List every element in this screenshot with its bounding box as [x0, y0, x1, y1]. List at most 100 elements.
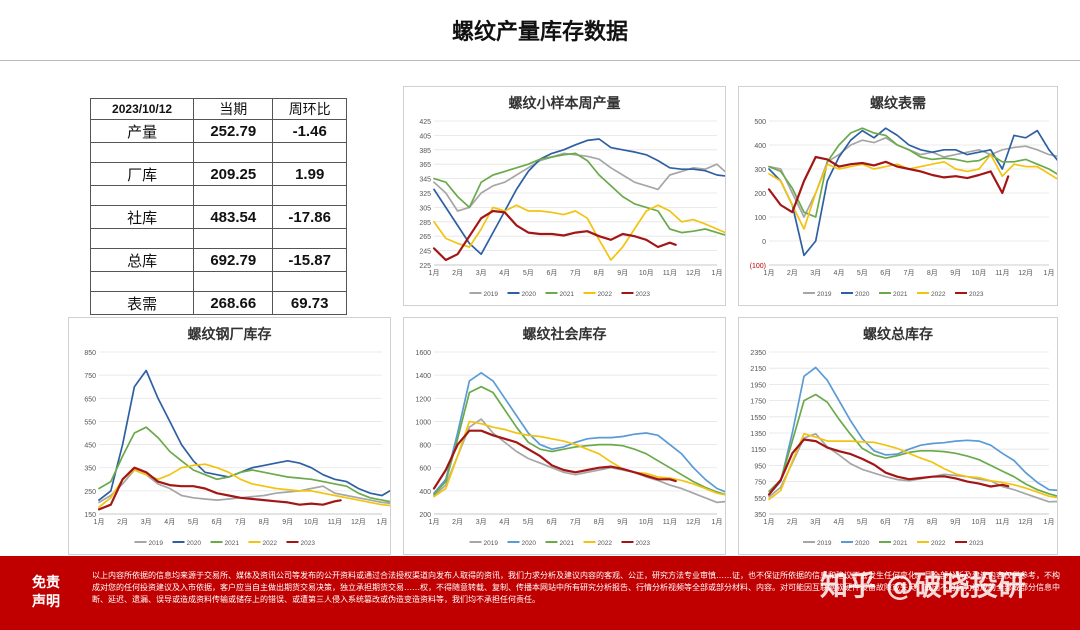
legend-label: 2019	[817, 291, 832, 298]
x-tick-label: 7月	[904, 518, 915, 526]
summary-date: 2023/10/12	[89, 98, 195, 120]
summary-header-row: 2023/10/12 当期 周环比	[89, 98, 347, 120]
summary-row-label: 社库	[89, 205, 195, 229]
summary-row-value: 692.79	[193, 248, 274, 272]
x-tick-label: 12月	[1018, 269, 1033, 277]
y-tick-label: 350	[84, 466, 96, 473]
summary-row-label: 产量	[89, 119, 195, 143]
x-tick-label: 12月	[686, 269, 701, 277]
series-line-2023	[767, 438, 1010, 496]
y-tick-label: 350	[754, 512, 766, 519]
legend-label: 2022	[598, 540, 613, 547]
y-tick-label: 550	[754, 496, 766, 503]
x-tick-label: 5月	[188, 518, 199, 526]
y-tick-label: 150	[84, 512, 96, 519]
x-tick-label: 1月	[1044, 269, 1055, 277]
y-tick-label: 265	[419, 234, 431, 241]
y-tick-label: 2350	[750, 350, 766, 357]
y-tick-label: 2150	[750, 366, 766, 373]
x-tick-label: 10月	[304, 518, 319, 526]
summary-row-value: 209.25	[193, 162, 274, 186]
series-line-2022	[768, 432, 1057, 501]
x-tick-label: 8月	[594, 518, 605, 526]
x-tick-label: 10月	[639, 518, 654, 526]
x-tick-label: 6月	[211, 518, 222, 526]
y-tick-label: 1400	[415, 373, 431, 380]
summary-spacer-row	[89, 271, 347, 292]
disclaimer-label-line1: 免责	[32, 575, 60, 591]
x-tick-label: 7月	[904, 269, 915, 277]
legend-label: 2022	[263, 540, 278, 547]
y-tick-label: 100	[754, 215, 766, 222]
summary-row: 产量 252.79 -1.46	[89, 119, 347, 143]
legend-label: 2020	[187, 540, 202, 547]
series-line-2023	[767, 155, 1010, 214]
x-tick-label: 12月	[1018, 518, 1033, 526]
series-line-2022	[98, 463, 390, 508]
disclaimer-footer: 免责 声明 以上内容所依据的信息均来源于交易所、媒体及资讯公司等发布的公开资料或…	[0, 556, 1080, 630]
summary-spacer-row	[89, 228, 347, 249]
x-tick-label: 9月	[950, 518, 961, 526]
chart-mill-stock: 螺纹钢厂库存 150 250 350 450 550 650 750 850 1月 2月 3月 4月 5月…	[84, 326, 390, 547]
series-line-2023	[432, 429, 677, 490]
y-tick-label: 200	[754, 191, 766, 198]
x-tick-label: 3月	[476, 269, 487, 277]
series-line-2019	[768, 432, 1057, 503]
series-line-2020	[98, 369, 390, 501]
legend-label: 2021	[225, 540, 240, 547]
y-tick-label: 0	[762, 239, 766, 246]
chart-title: 螺纹表需	[870, 95, 926, 112]
x-tick-label: 5月	[523, 518, 534, 526]
summary-row-change: 1.99	[272, 162, 347, 186]
x-tick-label: 2月	[452, 518, 463, 526]
y-tick-label: 650	[84, 396, 96, 403]
summary-row-change: 69.73	[272, 291, 347, 315]
chart-total-stock: 螺纹总库存 350 550 750 950 1150 1350 1550 1750 1950 215…	[750, 326, 1057, 547]
x-tick-label: 8月	[927, 518, 938, 526]
series-line-2019	[433, 418, 725, 504]
summary-row-change: -1.46	[272, 119, 347, 143]
y-tick-label: 1150	[751, 447, 766, 454]
legend-label: 2019	[484, 291, 499, 298]
series-line-2022	[433, 204, 725, 261]
summary-row-label: 表需	[89, 291, 195, 315]
chart-title: 螺纹社会库存	[523, 326, 607, 343]
legend-label: 2019	[149, 540, 164, 547]
x-tick-label: 2月	[452, 269, 463, 277]
series-line-2023	[432, 209, 677, 262]
y-tick-label: 400	[754, 143, 766, 150]
x-tick-label: 5月	[857, 269, 868, 277]
x-tick-label: 1月	[377, 518, 388, 526]
legend-label: 2020	[855, 540, 870, 547]
x-tick-label: 1月	[429, 269, 440, 277]
y-tick-label: 450	[84, 443, 96, 450]
x-tick-label: 7月	[235, 518, 246, 526]
legend-label: 2021	[893, 291, 908, 298]
summary-row-value: 483.54	[193, 205, 274, 229]
series-line-2020	[768, 127, 1057, 257]
y-tick-label: 750	[754, 480, 766, 487]
page-title: 螺纹产量库存数据	[451, 20, 628, 45]
x-tick-label: 9月	[282, 518, 293, 526]
x-tick-label: 4月	[499, 518, 510, 526]
x-tick-label: 5月	[857, 518, 868, 526]
summary-row-value: 268.66	[193, 291, 274, 315]
x-tick-label: 2月	[787, 269, 798, 277]
x-tick-label: 6月	[880, 269, 891, 277]
summary-row: 厂库 209.25 1.99	[89, 162, 347, 186]
y-tick-label: 1750	[750, 399, 766, 406]
y-tick-label-negative: (100)	[750, 263, 766, 270]
x-tick-label: 8月	[594, 269, 605, 277]
y-tick-label: 1200	[415, 396, 431, 403]
chart-title: 螺纹钢厂库存	[188, 326, 272, 343]
x-tick-label: 1月	[429, 518, 440, 526]
chart-panel-social-stock: 螺纹社会库存 200 400 600 800 1000 1200 1400 1600 1月 2月 3月…	[403, 317, 726, 555]
x-tick-label: 11月	[995, 518, 1009, 526]
legend-label: 2021	[560, 291, 575, 298]
watermark: 知乎 @破晓投研	[820, 569, 1026, 602]
y-tick-label: 325	[419, 191, 431, 198]
x-tick-label: 5月	[523, 269, 534, 277]
chart-title: 螺纹总库存	[863, 326, 933, 343]
y-tick-label: 285	[419, 220, 431, 227]
y-tick-label: 1550	[750, 415, 766, 422]
